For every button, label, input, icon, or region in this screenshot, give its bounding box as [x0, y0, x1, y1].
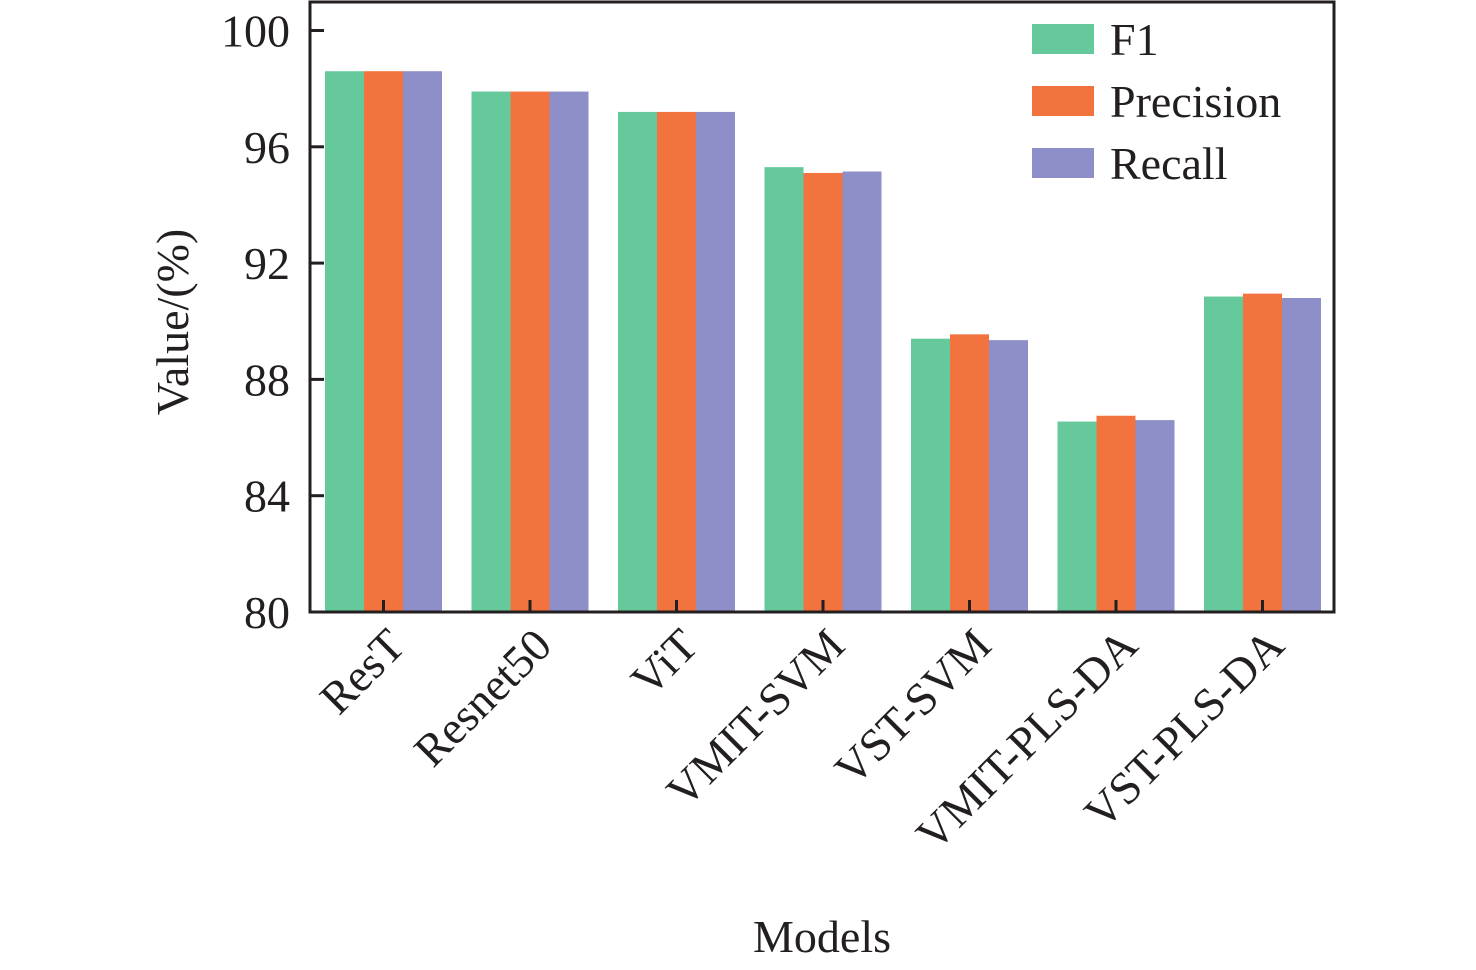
bar-precision [1096, 415, 1136, 612]
bars-group [325, 71, 1321, 613]
y-tick-label: 100 [221, 6, 290, 57]
bar-group [618, 111, 735, 612]
legend-item-f1: F1 [1032, 14, 1159, 65]
bar-group [325, 71, 442, 612]
bar-precision [657, 111, 696, 612]
bar-precision [364, 71, 403, 612]
bar-group [471, 91, 589, 613]
bar-f1 [911, 338, 950, 612]
y-tick-label: 92 [244, 238, 290, 289]
bar-f1 [471, 91, 511, 613]
bar-precision [803, 172, 843, 612]
bar-precision [950, 334, 989, 612]
legend-label: Precision [1110, 76, 1281, 127]
bar-group [1057, 415, 1175, 612]
legend-label: Recall [1110, 138, 1228, 189]
bar-recall [549, 91, 589, 613]
y-tick-label: 88 [244, 354, 290, 405]
bar-recall [842, 171, 882, 613]
bar-recall [1282, 297, 1321, 612]
legend-item-precision: Precision [1032, 76, 1281, 127]
x-tick-label: ResT [310, 619, 415, 724]
bar-f1 [764, 167, 804, 612]
bar-recall [1135, 420, 1175, 612]
legend-swatch [1032, 86, 1094, 116]
legend-item-recall: Recall [1032, 138, 1228, 189]
bar-precision [1243, 293, 1282, 612]
bar-recall [403, 71, 442, 612]
y-axis: 80 84 88 92 96 100 [221, 6, 324, 638]
y-tick-label: 96 [244, 122, 290, 173]
bar-recall [696, 111, 735, 612]
bar-f1 [325, 71, 364, 612]
y-tick-label: 80 [244, 587, 290, 638]
bar-group [1204, 293, 1321, 612]
y-axis-label: Value/(%) [147, 229, 198, 415]
bar-group [911, 334, 1028, 612]
x-tick-label: Resnet50 [404, 619, 561, 776]
bar-precision [510, 91, 550, 613]
legend-swatch [1032, 24, 1094, 54]
bar-f1 [618, 111, 657, 612]
bar-f1 [1204, 296, 1243, 612]
x-tick-label: ViT [621, 619, 708, 706]
x-axis-label: Models [753, 911, 891, 962]
legend: F1 Precision Recall [1032, 14, 1281, 189]
bar-recall [989, 340, 1028, 612]
legend-swatch [1032, 148, 1094, 178]
legend-label: F1 [1110, 14, 1159, 65]
bar-group [764, 167, 882, 613]
y-tick-label: 84 [244, 471, 290, 522]
bar-f1 [1057, 421, 1097, 612]
